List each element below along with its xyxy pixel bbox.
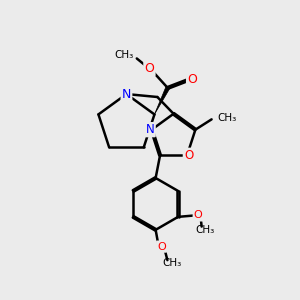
Text: O: O [157,242,166,252]
Text: CH₃: CH₃ [115,50,134,60]
Text: CH₃: CH₃ [162,257,182,268]
Text: CH₃: CH₃ [218,113,237,123]
Text: N: N [146,123,154,136]
Polygon shape [154,87,169,114]
Text: O: O [184,149,193,162]
Text: O: O [187,73,197,85]
Text: O: O [194,210,203,220]
Text: O: O [145,62,154,75]
Text: CH₃: CH₃ [195,225,214,235]
Text: N: N [122,88,131,100]
